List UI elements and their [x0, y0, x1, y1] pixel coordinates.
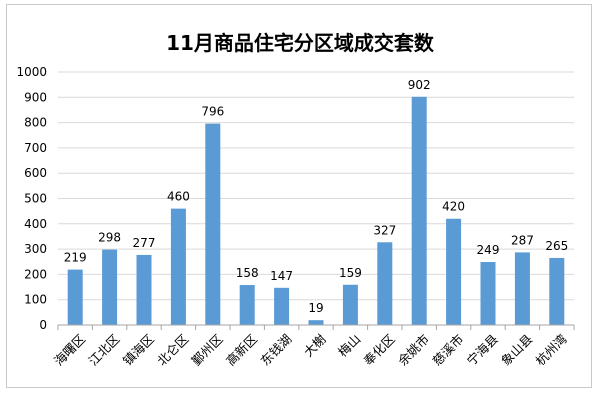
category-label: 大榭: [301, 331, 329, 359]
bar-value-label: 147: [270, 269, 293, 283]
bar: [170, 208, 186, 325]
bar: [308, 320, 324, 325]
y-tick-label: 600: [24, 166, 47, 180]
bar-value-label: 159: [339, 266, 362, 280]
category-label: 北仑区: [154, 331, 191, 368]
category-label: 海曙区: [51, 331, 88, 368]
category-label: 杭州湾: [533, 331, 570, 368]
bar-value-label: 327: [373, 223, 396, 237]
bar: [274, 287, 290, 325]
bar: [239, 285, 255, 325]
y-axis-ticks: 0 100 200 300 400 500 600 700 800 900 1000: [16, 65, 47, 332]
data-labels: 219 298 277 460 796 158 147 19 159 327 902 420 249 28…: [64, 78, 569, 315]
category-label: 宁海县: [464, 331, 501, 368]
y-tick-label: 900: [24, 90, 47, 104]
bar: [549, 257, 565, 325]
y-tick-label: 700: [24, 141, 47, 155]
bar: [342, 284, 358, 325]
bar-value-label: 460: [167, 190, 190, 204]
category-label: 慈溪市: [429, 331, 466, 368]
x-axis: [57, 324, 575, 330]
y-tick-label: 100: [24, 293, 47, 307]
bar-value-label: 298: [98, 231, 121, 245]
bar: [205, 123, 221, 325]
bar: [136, 254, 152, 325]
category-label: 象山县: [498, 331, 535, 368]
chart-title: 11月商品住宅分区域成交套数: [166, 31, 435, 55]
bar: [411, 96, 427, 325]
y-tick-label: 200: [24, 267, 47, 281]
bar: [514, 252, 530, 325]
bar-value-label: 796: [201, 105, 224, 119]
y-tick-label: 500: [24, 192, 47, 206]
bar: [102, 249, 118, 325]
category-label: 东钱湖: [257, 331, 294, 368]
bar-value-label: 287: [511, 233, 534, 247]
y-tick-label: 800: [24, 116, 47, 130]
bar-value-label: 902: [408, 78, 431, 92]
bar-value-label: 219: [64, 251, 87, 265]
y-tick-label: 400: [24, 217, 47, 231]
bar-value-label: 420: [442, 200, 465, 214]
category-label: 梅山: [335, 331, 363, 359]
bars: [67, 96, 565, 325]
bar: [446, 218, 462, 325]
category-label: 镇海区: [120, 331, 157, 368]
bar-value-label: 249: [477, 243, 500, 257]
category-label: 江北区: [85, 331, 122, 368]
category-label: 鄞州区: [189, 331, 226, 368]
bar: [377, 242, 393, 325]
bar-value-label: 19: [308, 301, 323, 315]
category-label: 余姚市: [395, 331, 432, 368]
bar-value-label: 158: [236, 266, 259, 280]
category-label: 高新区: [223, 331, 260, 368]
y-tick-label: 0: [39, 318, 47, 332]
y-tick-label: 300: [24, 242, 47, 256]
gridlines: [58, 71, 574, 301]
y-tick-label: 1000: [16, 65, 47, 79]
bar-value-label: 265: [545, 239, 568, 253]
bar: [67, 269, 83, 325]
bar-value-label: 277: [133, 236, 156, 250]
bar: [480, 262, 496, 325]
category-label: 奉化区: [361, 331, 398, 368]
